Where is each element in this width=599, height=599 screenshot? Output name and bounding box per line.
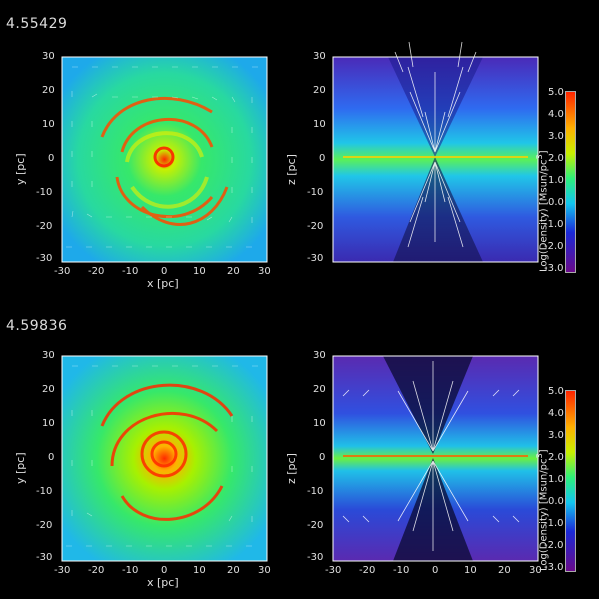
xtick-m10: -10: [122, 266, 139, 277]
ztick-m30: -30: [307, 253, 324, 264]
ztick2-m10: -10: [307, 486, 324, 497]
ztick-30: 30: [313, 51, 326, 62]
xtick-0: 0: [161, 266, 168, 277]
ztick2-30: 30: [313, 350, 326, 361]
cbar2-tick-7: -2.0: [544, 540, 564, 551]
ytick2-20: 20: [42, 384, 55, 395]
cbar1-tick-8: -3.0: [544, 263, 564, 274]
face-on-density-map-1: 30 20 10 0 -10 -20 -30 -30 -20 -10 0 10 …: [14, 51, 271, 290]
cbar2-tick-2: 3.0: [548, 430, 564, 441]
xtick3-m20: -20: [359, 565, 376, 576]
y-axis-label-2: y [pc]: [14, 452, 27, 484]
ytick-m10: -10: [36, 187, 53, 198]
xtick2-10: 10: [193, 565, 206, 576]
velocity-arrows-3: [66, 365, 258, 547]
xtick2-m20: -20: [88, 565, 105, 576]
face-on-image-2: [61, 355, 268, 562]
velocity-arrows-4: [342, 361, 520, 551]
xtick2-m10: -10: [122, 565, 139, 576]
time-label-1: 4.55429: [6, 16, 68, 32]
colorbar-1: [565, 91, 576, 273]
xtick3-m30: -30: [325, 565, 342, 576]
cbar2-tick-1: 4.0: [548, 408, 564, 419]
cbar1-tick-1: 4.0: [548, 109, 564, 120]
time-label-2: 4.59836: [6, 318, 68, 334]
velocity-arrows-2: [394, 41, 477, 248]
z-axis-label: z [pc]: [285, 154, 298, 185]
ytick2-m20: -20: [36, 520, 53, 531]
xtick-m20: -20: [88, 266, 105, 277]
colorbar-label-2: Log(Density) [Msun/pc3]: [534, 449, 550, 571]
xtick-m30: -30: [54, 266, 71, 277]
ytick2-m30: -30: [36, 552, 53, 563]
edge-on-density-map-1: 30 20 10 0 -10 -20 -30 z [pc]: [285, 41, 539, 264]
face-on-image-1: [61, 56, 268, 263]
ztick-20: 20: [313, 85, 326, 96]
xtick3-0: 0: [432, 565, 439, 576]
cbar2-tick-5: 0.0: [548, 496, 564, 507]
cbar1-tick-0: 5.0: [548, 87, 564, 98]
ztick2-m30: -30: [307, 552, 324, 563]
ytick2-10: 10: [42, 418, 55, 429]
xtick-20: 20: [227, 266, 240, 277]
cbar2-tick-8: -3.0: [544, 562, 564, 573]
cbar1-tick-6: -1.0: [544, 219, 564, 230]
xtick2-0: 0: [161, 565, 168, 576]
ytick-m30: -30: [36, 253, 53, 264]
ytick2-0: 0: [48, 452, 55, 463]
edge-on-density-map-2: 30 20 10 0 -10 -20 -30 -30 -20 -10 0 10 …: [285, 350, 542, 576]
xtick-30: 30: [258, 266, 271, 277]
ytick2-m10: -10: [36, 486, 53, 497]
xtick2-20: 20: [227, 565, 240, 576]
velocity-arrows-1: [66, 66, 258, 248]
ztick2-0: 0: [319, 452, 326, 463]
ztick-m10: -10: [307, 187, 324, 198]
xtick3-10: 10: [464, 565, 477, 576]
ytick2-30: 30: [42, 350, 55, 361]
colorbar-label-1: Log(Density) [Msun/pc3]: [534, 150, 550, 272]
cbar2-tick-3: 2.0: [548, 452, 564, 463]
cbar1-tick-3: 2.0: [548, 153, 564, 164]
ztick-m20: -20: [307, 221, 324, 232]
ytick-m20: -20: [36, 221, 53, 232]
ztick-0: 0: [319, 153, 326, 164]
ytick-20: 20: [42, 85, 55, 96]
colorbar-2: [565, 390, 576, 572]
cbar1-tick-5: 0.0: [548, 197, 564, 208]
ytick-30: 30: [42, 51, 55, 62]
xtick2-m30: -30: [54, 565, 71, 576]
cbar2-tick-0: 5.0: [548, 386, 564, 397]
x-axis-label-2: x [pc]: [147, 576, 179, 589]
edge-on-image-1: [332, 41, 539, 263]
ztick2-10: 10: [313, 418, 326, 429]
edge-on-image-2: [332, 355, 539, 562]
ytick-10: 10: [42, 119, 55, 130]
cbar1-tick-7: -2.0: [544, 241, 564, 252]
ztick-10: 10: [313, 119, 326, 130]
xtick3-30: 30: [529, 565, 542, 576]
xtick3-m10: -10: [393, 565, 410, 576]
cbar1-tick-4: 1.0: [548, 175, 564, 186]
cbar2-tick-4: 1.0: [548, 474, 564, 485]
ytick-0: 0: [48, 153, 55, 164]
y-axis-label: y [pc]: [14, 153, 27, 185]
cbar1-tick-2: 3.0: [548, 131, 564, 142]
ztick2-m20: -20: [307, 520, 324, 531]
face-on-density-map-2: 30 20 10 0 -10 -20 -30 -30 -20 -10 0 10 …: [14, 350, 271, 589]
xtick2-30: 30: [258, 565, 271, 576]
xtick-10: 10: [193, 266, 206, 277]
cbar2-tick-6: -1.0: [544, 518, 564, 529]
ztick2-20: 20: [313, 384, 326, 395]
z-axis-label-2: z [pc]: [285, 453, 298, 484]
xtick3-20: 20: [498, 565, 511, 576]
x-axis-label: x [pc]: [147, 277, 179, 290]
